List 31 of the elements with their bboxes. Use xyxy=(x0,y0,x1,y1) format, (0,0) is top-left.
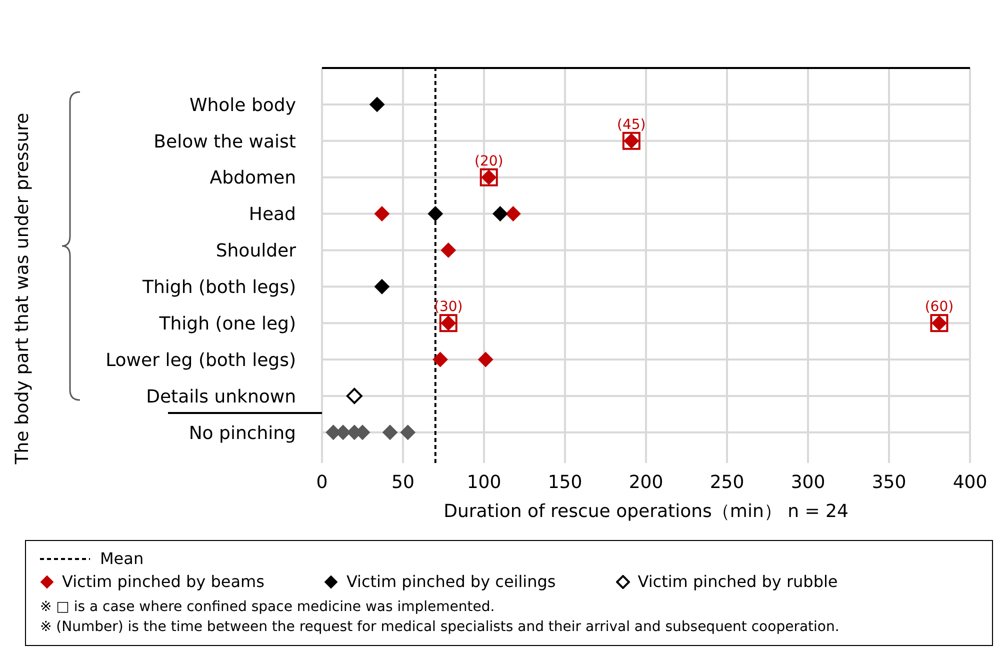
x-tick-label: 0 xyxy=(316,472,328,493)
annotation: (60) xyxy=(924,299,954,316)
y-tick-label: Abdomen xyxy=(210,168,296,189)
y-tick-label: Lower leg (both legs) xyxy=(106,350,296,371)
annotation: (45) xyxy=(617,116,646,133)
x-axis-title: Duration of rescue operations（min） n = 24 xyxy=(444,501,848,522)
y-tick-label: Whole body xyxy=(189,94,296,116)
y-tick-label: Details unknown xyxy=(146,386,296,408)
y-tick-label: Head xyxy=(248,204,296,226)
legend-label: Mean xyxy=(100,549,144,568)
legend-label: Victim pinched by rubble xyxy=(638,572,838,591)
y-tick-label: No pinching xyxy=(188,422,296,444)
y-tick-label: Thigh (one leg) xyxy=(158,313,296,334)
annotation: (20) xyxy=(474,153,504,170)
text: ※ (Number) is the time between the request for medical specialists and their arrival and subsequent cooperation. xyxy=(40,618,840,637)
legend-label: Victim pinched by beams xyxy=(62,572,264,591)
x-tick-label: 400 xyxy=(952,472,988,493)
x-tick-label: 250 xyxy=(710,472,744,493)
x-tick-label: 300 xyxy=(790,472,826,493)
y-axis-title: The body part that was under pressure xyxy=(12,112,34,464)
text: ※ □ is a case where confined space medicine was implemented. xyxy=(40,598,496,617)
x-tick-label: 50 xyxy=(392,472,414,493)
y-tick-label: Thigh (both legs) xyxy=(141,277,296,298)
annotation: (30) xyxy=(434,299,463,316)
legend-label: Victim pinched by ceilings xyxy=(346,572,556,591)
x-tick-label: 200 xyxy=(628,472,664,493)
y-tick-label: Shoulder xyxy=(216,240,297,262)
y-tick-label: Below the waist xyxy=(154,131,296,152)
x-tick-label: 100 xyxy=(466,472,502,493)
x-tick-label: 150 xyxy=(548,472,582,493)
x-tick-label: 350 xyxy=(872,472,906,493)
